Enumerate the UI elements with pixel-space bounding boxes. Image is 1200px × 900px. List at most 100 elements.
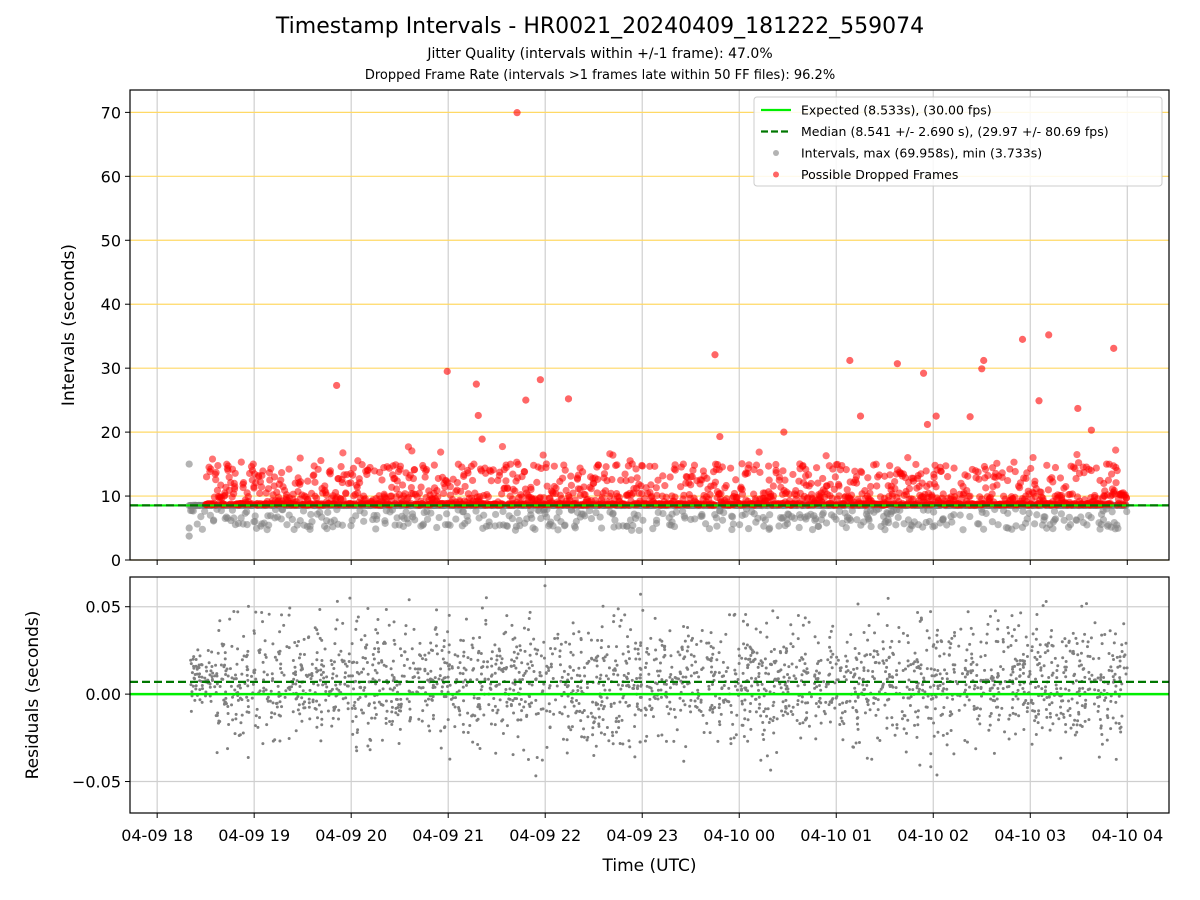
residual-point — [190, 690, 194, 694]
residual-point — [935, 633, 939, 637]
residual-point — [929, 610, 933, 614]
residual-point — [455, 678, 459, 682]
residual-point — [733, 668, 737, 672]
interval-point — [979, 525, 988, 533]
residual-point — [1083, 705, 1087, 709]
residual-point — [250, 696, 254, 700]
residual-point — [876, 612, 880, 616]
residual-point — [1068, 649, 1072, 653]
dropped-frame-point — [296, 454, 304, 462]
residual-point — [361, 667, 365, 671]
residual-point — [532, 637, 536, 641]
residual-point — [817, 659, 821, 663]
residual-point — [635, 705, 639, 709]
residual-point — [1084, 702, 1088, 706]
residual-point — [597, 707, 601, 711]
residual-point — [388, 687, 392, 691]
residual-point — [314, 707, 318, 711]
residual-point — [852, 667, 856, 671]
residual-point — [722, 700, 726, 704]
residual-point — [201, 687, 205, 691]
dropped-frame-outlier — [780, 428, 788, 436]
interval-point — [966, 512, 974, 521]
residual-point — [643, 713, 647, 717]
interval-point — [402, 508, 410, 516]
dropped-frame-outlier — [443, 367, 451, 375]
residual-point — [728, 613, 732, 617]
residual-point — [462, 699, 466, 703]
interval-point — [198, 525, 206, 533]
interval-point — [446, 521, 454, 529]
residual-point — [542, 682, 546, 686]
residual-point — [1075, 723, 1079, 727]
residual-point — [598, 677, 602, 681]
residual-point — [886, 698, 890, 702]
residual-point — [1124, 672, 1128, 676]
residual-point — [754, 677, 758, 681]
residual-point — [240, 658, 244, 662]
residual-point — [1056, 664, 1060, 668]
residual-point — [657, 674, 661, 678]
dropped-frame-point — [594, 461, 603, 469]
dropped-frame-point — [453, 478, 461, 487]
residual-point — [360, 670, 364, 674]
residual-point — [302, 637, 306, 641]
residual-point — [1064, 659, 1068, 663]
residual-point — [859, 660, 863, 664]
residual-point — [807, 724, 811, 728]
residual-point — [762, 687, 766, 691]
residual-point — [791, 645, 795, 649]
residual-point — [645, 647, 649, 651]
residual-point — [1017, 624, 1021, 628]
residual-point — [245, 695, 249, 699]
dropped-frame-point — [891, 477, 899, 486]
residual-point — [501, 670, 505, 674]
residual-point — [915, 735, 919, 739]
interval-point — [635, 526, 643, 535]
residual-point — [614, 730, 618, 734]
residual-point — [577, 666, 581, 670]
residual-point — [570, 700, 574, 704]
dropped-frame-point — [326, 467, 335, 475]
residual-point — [294, 697, 298, 701]
dropped-frame-outlier — [893, 360, 901, 368]
dropped-frame-outlier — [846, 356, 854, 365]
residual-point — [530, 683, 534, 687]
residual-point — [495, 654, 499, 658]
residual-point — [239, 721, 243, 725]
dropped-frame-point — [711, 478, 720, 486]
residual-point — [1044, 685, 1048, 689]
residual-point — [653, 697, 657, 701]
residual-point — [252, 629, 256, 633]
residual-point — [772, 647, 776, 651]
interval-point — [499, 507, 507, 516]
residual-point — [1040, 726, 1044, 730]
residual-point — [927, 636, 931, 640]
residual-point — [886, 596, 890, 600]
residual-point — [524, 669, 528, 673]
residual-point — [628, 745, 632, 749]
dropped-frame-point — [930, 473, 938, 481]
residual-point — [932, 721, 936, 725]
residual-point — [411, 661, 415, 665]
dropped-frame-point — [621, 470, 629, 478]
residual-point — [663, 644, 667, 648]
residual-point — [453, 705, 457, 709]
residual-point — [500, 657, 504, 661]
residual-point — [568, 642, 572, 646]
residual-point — [786, 712, 790, 716]
residual-point — [922, 676, 926, 680]
residual-point — [766, 707, 770, 711]
residual-point — [660, 643, 664, 647]
residual-point — [528, 653, 532, 657]
residual-point — [479, 688, 483, 692]
residual-point — [594, 744, 598, 748]
residual-point — [970, 656, 974, 660]
residual-point — [341, 621, 345, 625]
residual-point — [242, 634, 246, 638]
interval-point — [528, 514, 536, 522]
dropped-frame-point — [527, 485, 535, 494]
residual-point — [494, 684, 498, 688]
residual-point — [445, 661, 449, 665]
residual-point — [416, 667, 420, 671]
